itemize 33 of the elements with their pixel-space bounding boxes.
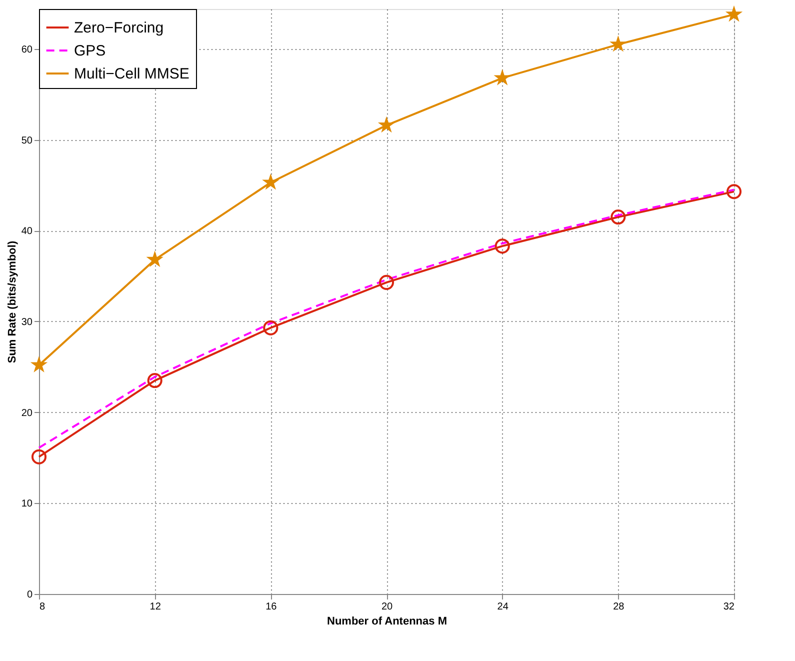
point (494, 238, 510, 254)
point (378, 274, 394, 290)
y-tick-label: 50 (21, 135, 33, 146)
y-tick-label: 60 (21, 44, 33, 56)
point (610, 36, 626, 51)
x-tick-label: 8 (40, 602, 46, 612)
x-tick-label: 16 (266, 602, 278, 612)
x-axis-title: Number of Antennas M (327, 616, 447, 628)
x-tick-label: 32 (723, 602, 735, 612)
point (610, 210, 626, 225)
point (263, 174, 278, 189)
y-tick-label: 40 (21, 226, 33, 238)
point (31, 449, 47, 464)
point (31, 357, 47, 372)
y-tick-label: 0 (26, 590, 33, 600)
y-tick-label: 10 (21, 498, 33, 510)
x-tick-label: 24 (497, 602, 509, 612)
point (147, 252, 162, 266)
legend-label: Zero−Forcing (74, 20, 164, 36)
y-axis-title: Sum Rate (bits/symbol) (6, 240, 18, 364)
y-tick-label: 20 (21, 408, 33, 419)
x-tick-label: 20 (381, 602, 393, 612)
point (494, 70, 510, 85)
point (263, 320, 278, 336)
y-tick-label: 30 (21, 316, 33, 328)
x-tick-label: 12 (150, 602, 162, 612)
legend-label: GPS (74, 42, 106, 60)
x-tick-label: 28 (613, 602, 625, 612)
point (378, 117, 394, 132)
point (726, 184, 742, 200)
legend-label: Multi−Cell MMSE (74, 66, 190, 82)
point (726, 6, 742, 21)
point (147, 373, 162, 388)
